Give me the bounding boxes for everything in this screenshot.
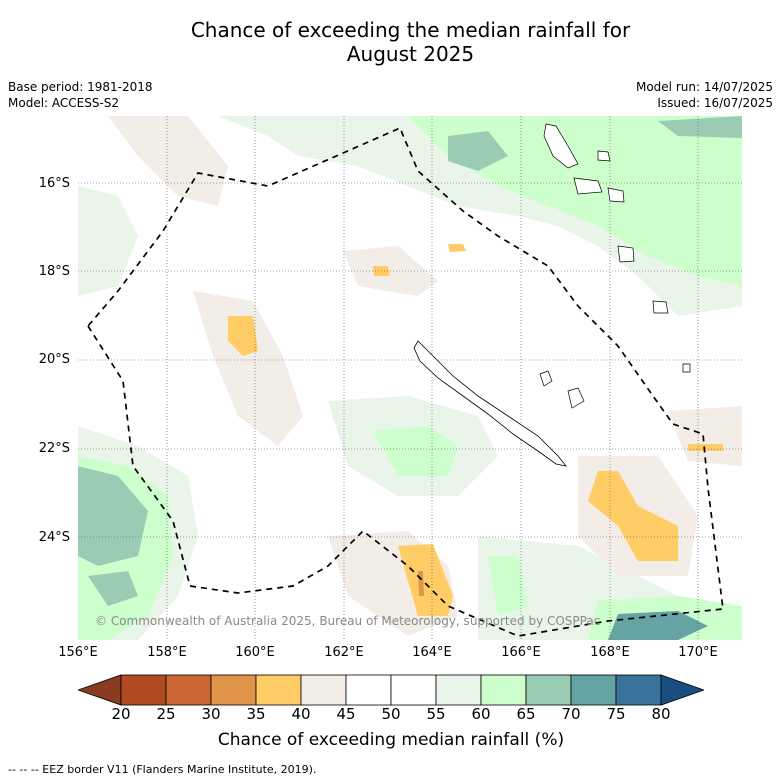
vanuatu-tanna: [682, 363, 691, 373]
colorbar-swatch: [345, 674, 392, 706]
region-35-40-east: [588, 471, 678, 561]
colorbar-tick-label: 60: [471, 705, 491, 723]
colorbar-swatch: [615, 674, 662, 706]
region-65-70-north: [448, 131, 508, 171]
model-name: Model: ACCESS-S2: [8, 96, 120, 110]
region-60-65-central: [373, 426, 458, 476]
region-40-45-north: [108, 116, 228, 206]
colorbar-tick-label: 65: [516, 705, 536, 723]
colorbar-swatch: [300, 674, 347, 706]
lon-label-168e: 168°E: [590, 645, 630, 660]
colorbar-swatch: [390, 674, 437, 706]
colorbar-tick-label: 40: [291, 705, 311, 723]
title-line-2: August 2025: [346, 42, 475, 66]
loyalty-island-1: [539, 370, 553, 387]
eez-border: [86, 126, 724, 637]
lon-label-162e: 162°E: [324, 645, 364, 660]
region-65-70-northeast: [658, 116, 742, 138]
region-65-70-west: [78, 466, 148, 566]
gridlines: [78, 116, 742, 640]
colorbar-tick-label: 75: [606, 705, 626, 723]
lat-label-16s: 16°S: [38, 176, 70, 191]
colorbar-tick-label: 45: [336, 705, 356, 723]
colorbar-swatch: [525, 674, 572, 706]
region-55-60-west: [78, 186, 138, 296]
colorbar-tick-label: 70: [561, 705, 581, 723]
copyright-notice: © Commonwealth of Australia 2025, Bureau…: [95, 614, 601, 628]
map-canvas: [78, 116, 742, 640]
lon-label-170e: 170°E: [678, 645, 718, 660]
region-35-40-north: [448, 244, 466, 252]
colorbar-tick-label: 20: [111, 705, 131, 723]
colorbar-swatch: [255, 674, 302, 706]
lon-label-160e: 160°E: [235, 645, 275, 660]
colorbar-extension-low: [78, 674, 122, 706]
lon-label-156e: 156°E: [58, 645, 98, 660]
loyalty-island-2: [567, 387, 585, 409]
colorbar-swatch: [480, 674, 527, 706]
colorbar-tick-label: 50: [381, 705, 401, 723]
region-65-70-southwest: [88, 571, 138, 606]
region-30-35-south: [418, 571, 424, 596]
colorbar-swatch: [165, 674, 212, 706]
lon-label-164e: 164°E: [412, 645, 452, 660]
colorbar: [78, 674, 704, 706]
colorbar-swatch: [435, 674, 482, 706]
new-caledonia-island: [413, 340, 567, 467]
region-35-40-west: [228, 316, 258, 356]
vanuatu-espiritu-santo: [543, 123, 579, 169]
colorbar-tick-label: 25: [156, 705, 176, 723]
colorbar-tick-label: 55: [426, 705, 446, 723]
region-40-45-far-east: [668, 406, 742, 466]
lon-label-158e: 158°E: [147, 645, 187, 660]
eez-footnote: -- -- -- EEZ border V11 (Flanders Marine…: [8, 763, 317, 776]
vanuatu-erromango: [652, 300, 669, 314]
lon-label-166e: 166°E: [501, 645, 541, 660]
colorbar-title: Chance of exceeding median rainfall (%): [217, 730, 565, 750]
lat-label-20s: 20°S: [38, 352, 70, 367]
colorbar-swatch: [570, 674, 617, 706]
colorbar-swatches: [78, 674, 704, 706]
vanuatu-island-a: [597, 150, 611, 162]
meta-left: Base period: 1981-2018 Model: ACCESS-S2: [8, 79, 153, 111]
vanuatu-malekula: [573, 177, 603, 195]
region-35-40-south: [398, 544, 453, 616]
region-40-45-west: [193, 291, 303, 446]
meta-right: Model run: 14/07/2025 Issued: 16/07/2025: [636, 79, 773, 111]
vanuatu-efate: [617, 245, 635, 263]
rainfall-map: [78, 116, 742, 640]
map-title: Chance of exceeding the median rainfall …: [0, 18, 781, 66]
colorbar-swatch: [210, 674, 257, 706]
base-period: Base period: 1981-2018: [8, 80, 153, 94]
lat-label-22s: 22°S: [38, 441, 70, 456]
region-60-65-south: [488, 556, 528, 616]
colorbar-tick-label: 30: [201, 705, 221, 723]
colorbar-tick-label: 35: [246, 705, 266, 723]
title-line-1: Chance of exceeding the median rainfall …: [190, 18, 631, 42]
colorbar-extension-high: [660, 674, 704, 706]
lat-label-24s: 24°S: [38, 530, 70, 545]
issued-date: Issued: 16/07/2025: [657, 96, 773, 110]
vanuatu-ambrym: [607, 187, 625, 203]
colorbar-tick-label: 80: [651, 705, 671, 723]
model-run: Model run: 14/07/2025: [635, 80, 773, 94]
region-35-40-far-east: [688, 444, 723, 451]
lat-label-18s: 18°S: [38, 264, 70, 279]
colorbar-swatch: [120, 674, 167, 706]
